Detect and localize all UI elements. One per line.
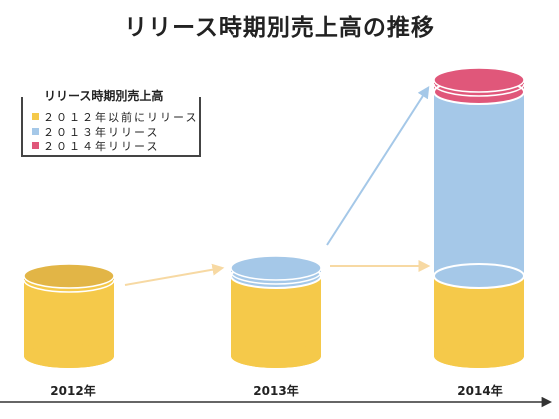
bar-2012-earlier-2 — [434, 276, 524, 356]
connector-arrows — [124, 85, 431, 286]
cylinder-rim-1 — [230, 271, 322, 285]
legend-swatch-2013 — [32, 128, 39, 135]
segment-separator-2-1 — [433, 263, 525, 289]
bar-bottom-2012-earlier-1 — [231, 344, 321, 368]
chart-title: リリース時期別売上高の推移 — [124, 15, 435, 41]
legend-label-2012-earlier: ２０１２年以前にリリース — [43, 111, 199, 124]
tick-label-2014: 2014年 — [457, 384, 503, 398]
cylinder-rim-2 — [433, 83, 525, 97]
legend-item-2012-earlier: ２０１２年以前にリリース — [32, 109, 198, 125]
bar-2012-earlier-1 — [231, 276, 321, 356]
bar-bottom-2013-2 — [434, 264, 524, 288]
tick-label-2012: 2012年 — [50, 384, 96, 398]
legend-label-2014: ２０１４年リリース — [43, 140, 160, 153]
connector-arrow-2012-2013 — [124, 263, 225, 286]
legend-swatch-2014 — [32, 142, 39, 149]
cylinder-top-0 — [23, 263, 115, 289]
legend-item-2014: ２０１４年リリース — [32, 138, 159, 154]
cylinder-top-2 — [433, 67, 525, 93]
cylinder-rim-0 — [23, 279, 115, 293]
legend-title: リリース時期別売上高 — [38, 87, 170, 104]
legend-item-2013: ２０１３年リリース — [32, 124, 159, 140]
tick-label-2013: 2013年 — [253, 384, 299, 398]
bar-bottom-2012-earlier-0 — [24, 344, 114, 368]
connector-arrow-2013-2014-growth — [326, 85, 430, 246]
legend-label-2013: ２０１３年リリース — [43, 126, 160, 139]
legend-swatch-2012-earlier — [32, 113, 39, 120]
bar-bottom-2012-earlier-2 — [434, 344, 524, 368]
cylinder-top-1 — [230, 255, 322, 281]
cylinder-group — [23, 67, 525, 368]
bar-2013-2 — [434, 92, 524, 276]
legend: リリース時期別売上高 ２０１２年以前にリリース ２０１３年リリース ２０１４年リ… — [21, 87, 201, 157]
